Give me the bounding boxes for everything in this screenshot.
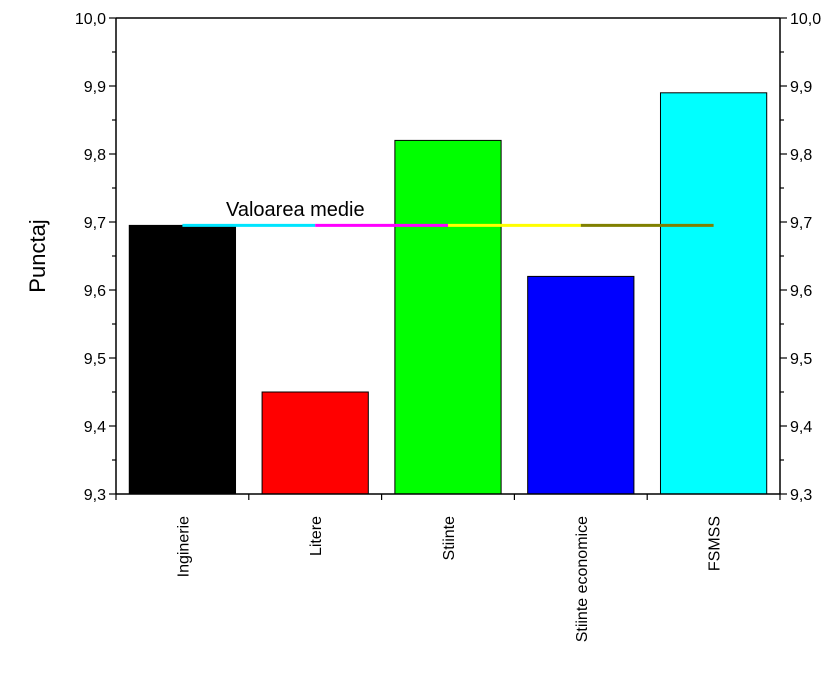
y-tick-label-left: 9,7: [84, 215, 106, 232]
y-tick-label-left: 9,4: [84, 419, 106, 436]
x-tick-label: Inginerie: [175, 516, 192, 577]
bars-layer: [128, 92, 768, 495]
x-tick-label: Litere: [308, 516, 325, 556]
x-tick-label: Stiinte: [441, 516, 458, 561]
y-tick-label-right: 9,5: [790, 351, 812, 368]
y-tick-label-right: 9,3: [790, 487, 812, 504]
y-tick-label-left: 10,0: [75, 11, 106, 28]
bar-stiinte: [394, 139, 502, 495]
ticks-layer: 9,3 9,3 9,4 9,4 9,5 9,5 9,6 9,6 9,7 9,7 9,8 9,8 9,9 9…: [75, 11, 821, 642]
bar-inginerie: [128, 224, 237, 495]
y-tick-label-left: 9,3: [84, 487, 106, 504]
y-tick-label-left: 9,5: [84, 351, 106, 368]
y-tick-label-right: 9,8: [790, 147, 812, 164]
y-tick-label-right: 9,4: [790, 419, 812, 436]
mean-line-label: Valoarea medie: [226, 199, 365, 221]
bar-fsmss: [659, 92, 768, 495]
x-tick-label: Stiinte economice: [574, 516, 591, 642]
y-tick-label-right: 9,9: [790, 79, 812, 96]
y-tick-label-left: 9,6: [84, 283, 106, 300]
y-axis-label: Punctaj: [25, 219, 50, 292]
y-tick-label-right: 9,7: [790, 215, 812, 232]
y-tick-label-left: 9,8: [84, 147, 106, 164]
y-tick-label-right: 10,0: [790, 11, 821, 28]
y-tick-label-left: 9,9: [84, 79, 106, 96]
bar-stiinte-economice: [527, 275, 635, 495]
bar-litere: [261, 391, 369, 495]
y-tick-label-right: 9,6: [790, 283, 812, 300]
x-tick-label: FSMSS: [707, 516, 724, 571]
